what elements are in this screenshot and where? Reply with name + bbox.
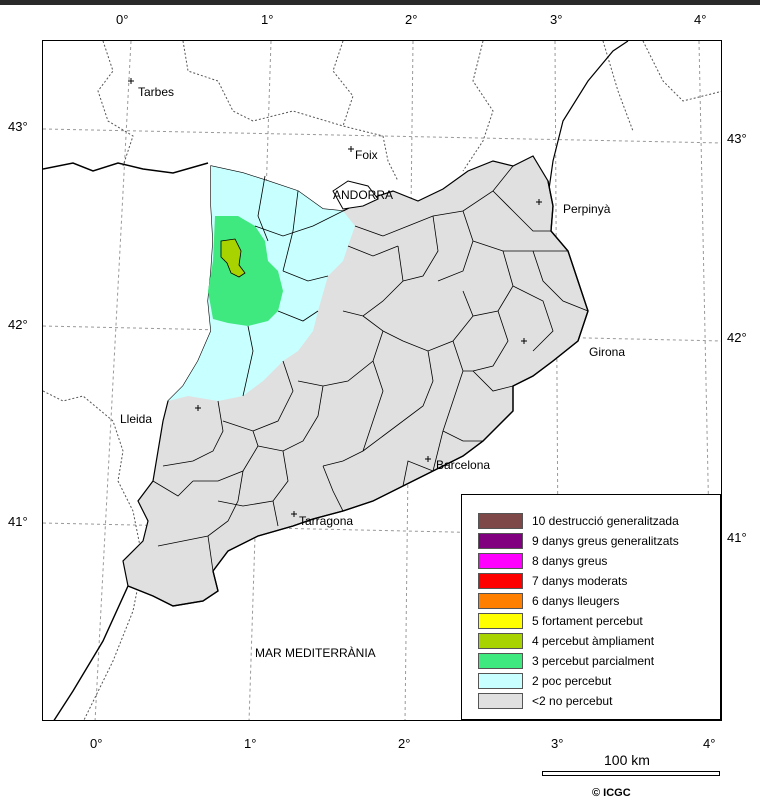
legend-swatch bbox=[478, 613, 523, 629]
legend-item: 6 danys lleugers bbox=[478, 591, 718, 611]
legend-label: <2 no percebut bbox=[532, 694, 613, 708]
legend-label: 2 poc percebut bbox=[532, 674, 612, 688]
longitude-label-top: 4° bbox=[694, 12, 707, 27]
place-label-perpinya: Perpinyà bbox=[563, 202, 611, 216]
legend-item: 5 fortament percebut bbox=[478, 611, 718, 631]
comarca-boundaries bbox=[152, 165, 589, 572]
latitude-label-left: 41° bbox=[8, 514, 28, 529]
legend-item: 4 percebut àmpliament bbox=[478, 631, 718, 651]
legend-item: 7 danys moderats bbox=[478, 571, 718, 591]
place-label-andorra: ANDORRA bbox=[333, 188, 393, 202]
coastline-france bbox=[547, 41, 629, 197]
place-label-tarbes: Tarbes bbox=[138, 85, 174, 99]
legend-label: 4 percebut àmpliament bbox=[532, 634, 655, 648]
legend-swatch bbox=[478, 693, 523, 709]
longitude-label-bottom: 4° bbox=[703, 736, 716, 751]
longitude-label-top: 0° bbox=[116, 12, 129, 27]
longitude-label-bottom: 0° bbox=[90, 736, 103, 751]
latitude-label-right: 43° bbox=[727, 131, 747, 146]
latitude-label-right: 41° bbox=[727, 530, 747, 545]
legend-item: 10 destrucció generalitzada bbox=[478, 511, 718, 531]
longitude-label-top: 2° bbox=[405, 12, 418, 27]
legend-swatch bbox=[478, 533, 523, 549]
latitude-label-left: 43° bbox=[8, 119, 28, 134]
place-label-mar-mediterrania: MAR MEDITERRÀNIA bbox=[255, 645, 376, 660]
map-frame: Tarbes Foix ANDORRA Perpinyà Lleida Giro… bbox=[42, 40, 722, 721]
legend-label: 10 destrucció generalitzada bbox=[532, 514, 679, 528]
legend-swatch bbox=[478, 593, 523, 609]
legend-label: 3 percebut parcialment bbox=[532, 654, 655, 668]
legend-swatch bbox=[478, 553, 523, 569]
longitude-label-top: 1° bbox=[261, 12, 274, 27]
region-percebut-ampliament bbox=[220, 238, 246, 278]
legend-label: 7 danys moderats bbox=[532, 574, 628, 588]
legend-swatch bbox=[478, 573, 523, 589]
legend-swatch bbox=[478, 513, 523, 529]
legend-item: <2 no percebut bbox=[478, 691, 718, 711]
andorra-border bbox=[332, 180, 379, 210]
credit-label: © ICGC bbox=[592, 787, 631, 799]
place-label-tarragona: Tarragona bbox=[299, 514, 353, 528]
longitude-label-bottom: 1° bbox=[244, 736, 257, 751]
legend-swatch bbox=[478, 653, 523, 669]
legend-label: 8 danys greus bbox=[532, 554, 608, 568]
legend-item: 3 percebut parcialment bbox=[478, 651, 718, 671]
legend-swatch bbox=[478, 673, 523, 689]
scale-bar: 100 km bbox=[540, 752, 722, 782]
latitude-label-right: 42° bbox=[727, 330, 747, 345]
legend-item: 9 danys greus generalitzats bbox=[478, 531, 718, 551]
legend-swatch bbox=[478, 633, 523, 649]
legend-label: 9 danys greus generalitzats bbox=[532, 534, 679, 548]
legend-item: 2 poc percebut bbox=[478, 671, 718, 691]
top-bar bbox=[0, 0, 760, 5]
longitude-label-top: 3° bbox=[550, 12, 563, 27]
place-label-girona: Girona bbox=[589, 345, 625, 359]
place-markers bbox=[128, 78, 542, 517]
latitude-label-left: 42° bbox=[8, 317, 28, 332]
place-label-barcelona: Barcelona bbox=[436, 458, 490, 472]
legend-item: 8 danys greus bbox=[478, 551, 718, 571]
scale-bar-line bbox=[542, 771, 720, 776]
longitude-label-bottom: 2° bbox=[398, 736, 411, 751]
legend-label: 6 danys lleugers bbox=[532, 594, 620, 608]
place-label-foix: Foix bbox=[355, 148, 378, 162]
state-border bbox=[43, 162, 209, 174]
coastline-catalonia bbox=[53, 180, 589, 720]
longitude-label-bottom: 3° bbox=[551, 736, 564, 751]
legend: 10 destrucció generalitzada 9 danys greu… bbox=[461, 494, 721, 720]
legend-label: 5 fortament percebut bbox=[532, 614, 643, 628]
scale-label: 100 km bbox=[604, 752, 650, 768]
place-label-lleida: Lleida bbox=[120, 412, 152, 426]
